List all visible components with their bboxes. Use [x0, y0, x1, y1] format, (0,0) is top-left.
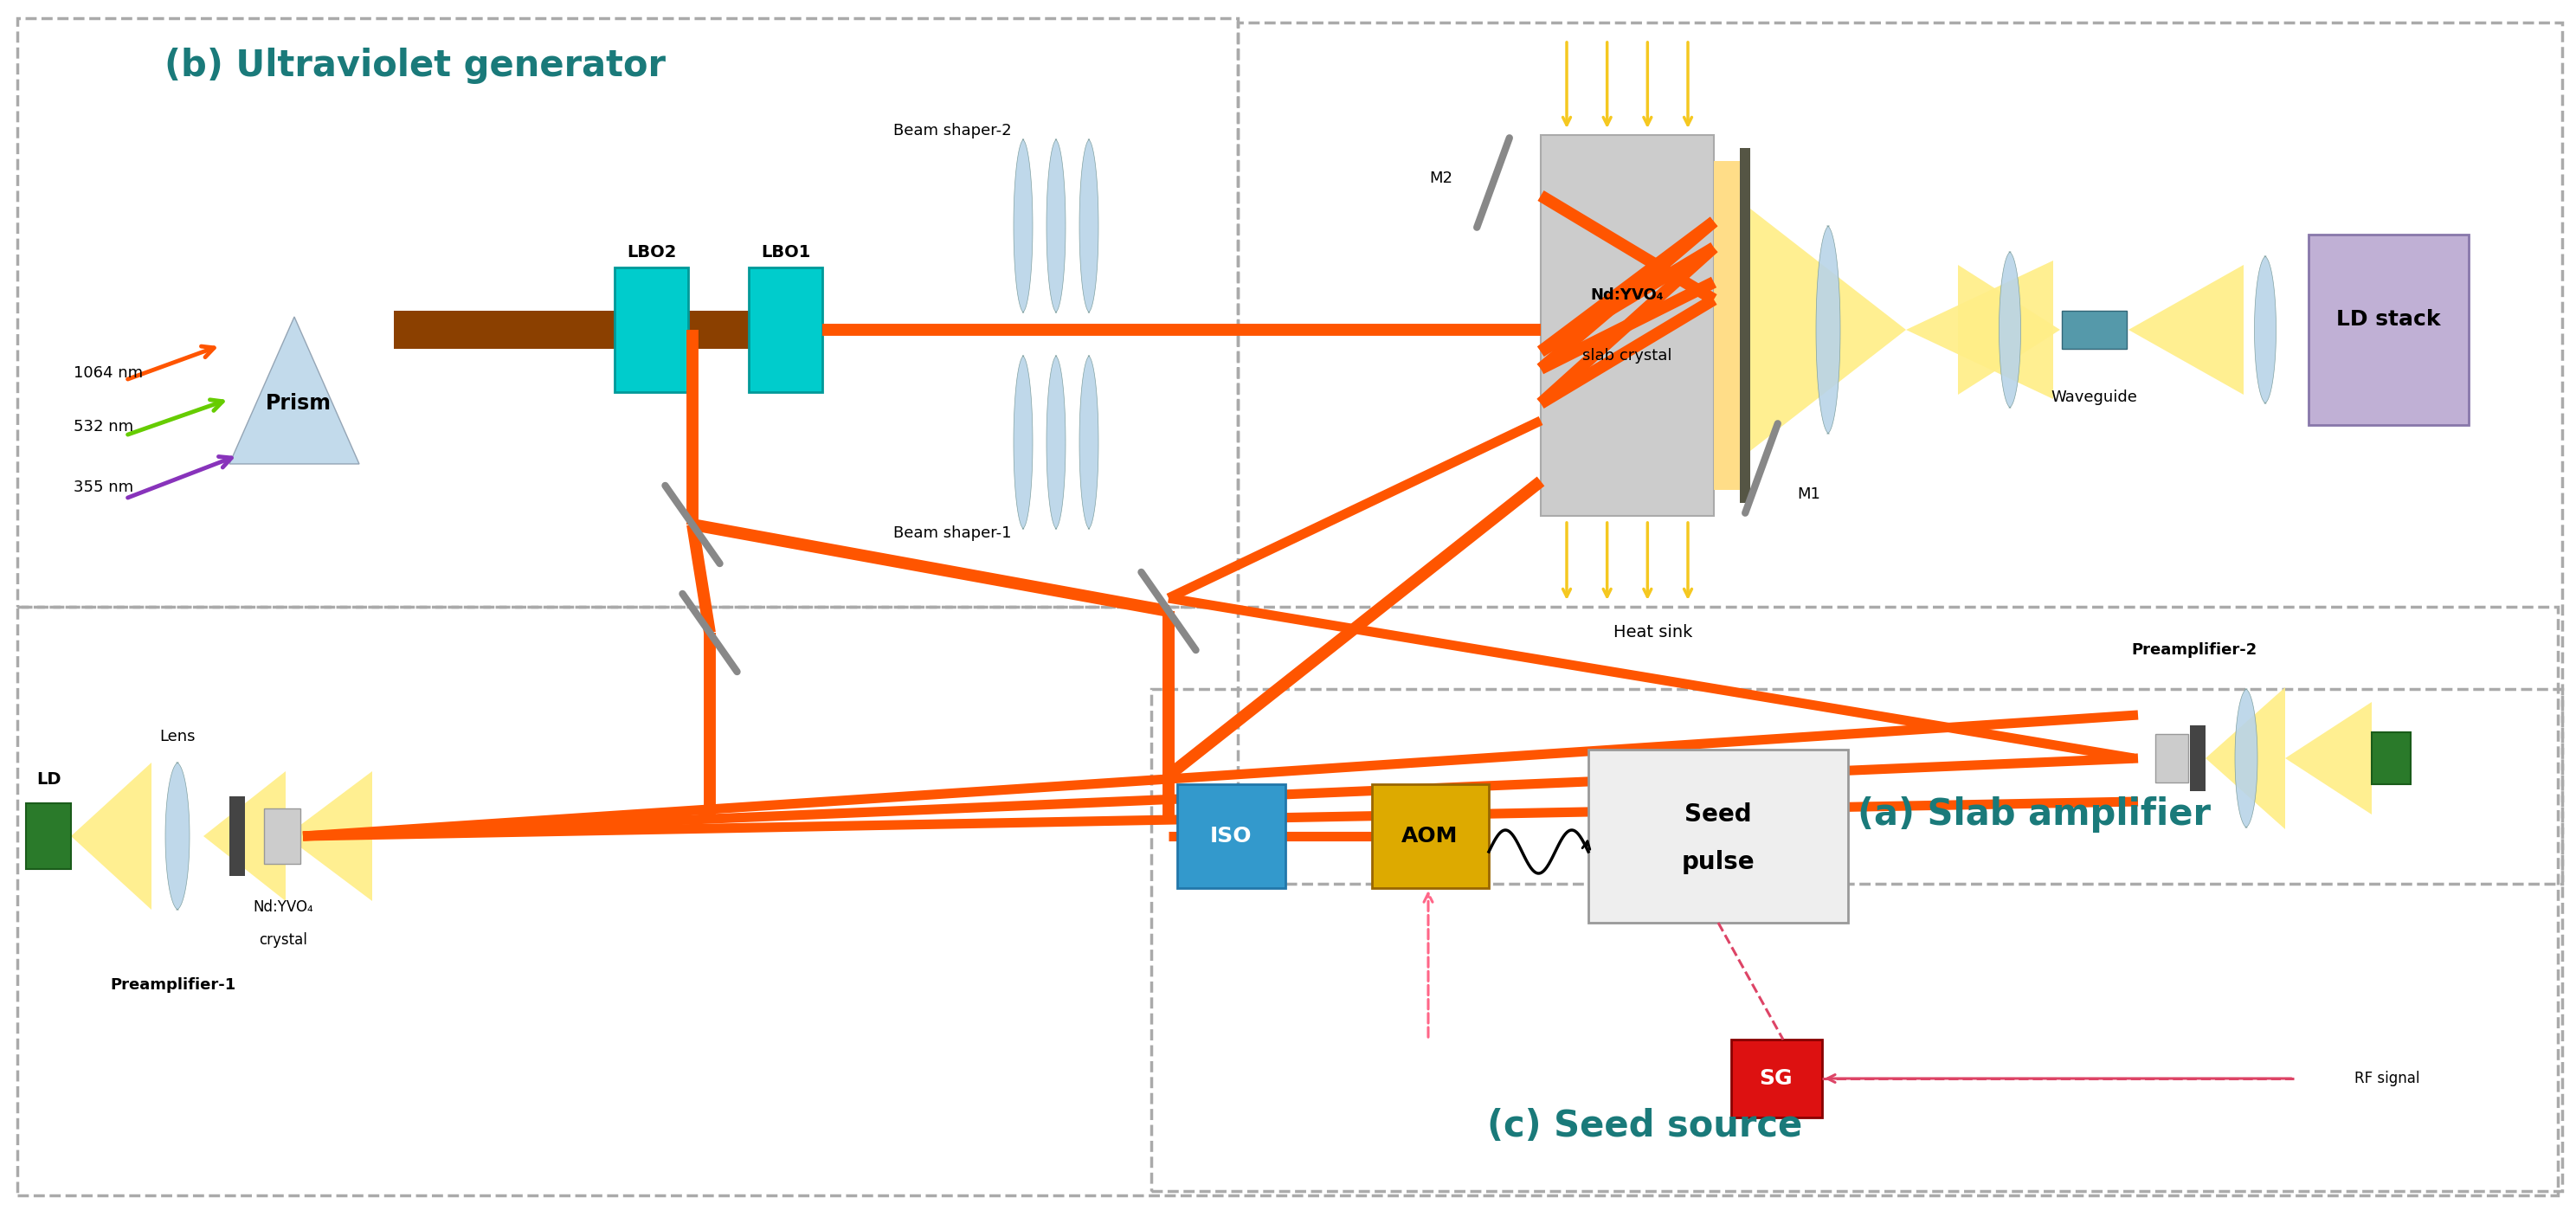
- Text: Lens: Lens: [160, 729, 196, 745]
- Polygon shape: [229, 316, 358, 464]
- Polygon shape: [204, 772, 286, 901]
- Text: LD: LD: [36, 772, 62, 789]
- Text: AOM: AOM: [1401, 826, 1458, 847]
- Polygon shape: [2285, 702, 2372, 814]
- Text: M1: M1: [1798, 487, 1821, 503]
- Bar: [1713, 161, 1739, 490]
- Polygon shape: [1906, 260, 2053, 399]
- Polygon shape: [2254, 257, 2277, 403]
- Text: (b) Ultraviolet generator: (b) Ultraviolet generator: [165, 47, 667, 84]
- Text: (a) Slab amplifier: (a) Slab amplifier: [1857, 796, 2210, 832]
- Text: Prism: Prism: [265, 393, 332, 414]
- Text: (c) Seed source: (c) Seed source: [1486, 1107, 1803, 1144]
- Polygon shape: [1079, 140, 1097, 313]
- Bar: [2308, 235, 2468, 425]
- Bar: [1373, 784, 1489, 888]
- Text: 355 nm: 355 nm: [75, 479, 134, 495]
- Text: ISO: ISO: [1211, 826, 1252, 847]
- Text: M2: M2: [1430, 170, 1453, 186]
- Polygon shape: [1816, 226, 1839, 433]
- Polygon shape: [1749, 208, 1906, 452]
- Bar: [1739, 148, 1749, 503]
- Polygon shape: [165, 763, 191, 910]
- Text: crystal: crystal: [258, 932, 307, 948]
- Polygon shape: [1999, 252, 2020, 408]
- Bar: [18, 607, 2558, 1195]
- Bar: [26, 803, 72, 869]
- Bar: [229, 796, 245, 876]
- Text: Seed: Seed: [1685, 802, 1752, 826]
- Polygon shape: [1012, 355, 1033, 529]
- Text: LBO2: LBO2: [626, 243, 677, 260]
- Polygon shape: [2205, 688, 2285, 829]
- Polygon shape: [2236, 689, 2257, 828]
- Bar: [750, 268, 822, 392]
- Text: Beam shaper-1: Beam shaper-1: [894, 526, 1012, 542]
- Bar: [18, 18, 1239, 607]
- Polygon shape: [1046, 140, 1066, 313]
- Polygon shape: [1046, 355, 1066, 529]
- Text: 1064 nm: 1064 nm: [75, 365, 142, 381]
- Bar: [2372, 733, 2411, 784]
- Text: slab crystal: slab crystal: [1582, 348, 1672, 364]
- Bar: [688, 310, 750, 349]
- Text: RF signal: RF signal: [2354, 1071, 2419, 1087]
- Text: Waveguide: Waveguide: [2050, 389, 2138, 405]
- Text: 532 nm: 532 nm: [75, 419, 134, 434]
- Bar: [1177, 784, 1285, 888]
- Text: LBO1: LBO1: [760, 243, 811, 260]
- Text: Nd:YVO₄: Nd:YVO₄: [1592, 287, 1664, 303]
- Bar: [263, 808, 301, 864]
- Polygon shape: [286, 772, 371, 901]
- Text: LD stack: LD stack: [2336, 309, 2439, 330]
- Polygon shape: [1079, 355, 1097, 529]
- Bar: [1589, 750, 1847, 922]
- Text: Heat sink: Heat sink: [1613, 624, 1692, 641]
- Text: Preamplifier-1: Preamplifier-1: [111, 977, 237, 993]
- Polygon shape: [1958, 265, 2061, 394]
- Bar: [1731, 1039, 1821, 1117]
- Bar: [2156, 734, 2187, 783]
- Text: Beam shaper-2: Beam shaper-2: [894, 123, 1012, 139]
- Text: Preamplifier-2: Preamplifier-2: [2130, 643, 2257, 658]
- Bar: [1151, 689, 2563, 1191]
- Bar: [1239, 22, 2563, 884]
- Text: pulse: pulse: [1682, 849, 1754, 874]
- Bar: [2190, 725, 2205, 791]
- Bar: [1540, 135, 1713, 516]
- Polygon shape: [2128, 265, 2244, 394]
- Text: Nd:YVO₄: Nd:YVO₄: [252, 899, 314, 915]
- Polygon shape: [1012, 140, 1033, 313]
- Bar: [2061, 310, 2128, 349]
- Bar: [394, 310, 616, 349]
- Bar: [616, 268, 688, 392]
- Polygon shape: [72, 763, 152, 910]
- Text: SG: SG: [1759, 1069, 1793, 1089]
